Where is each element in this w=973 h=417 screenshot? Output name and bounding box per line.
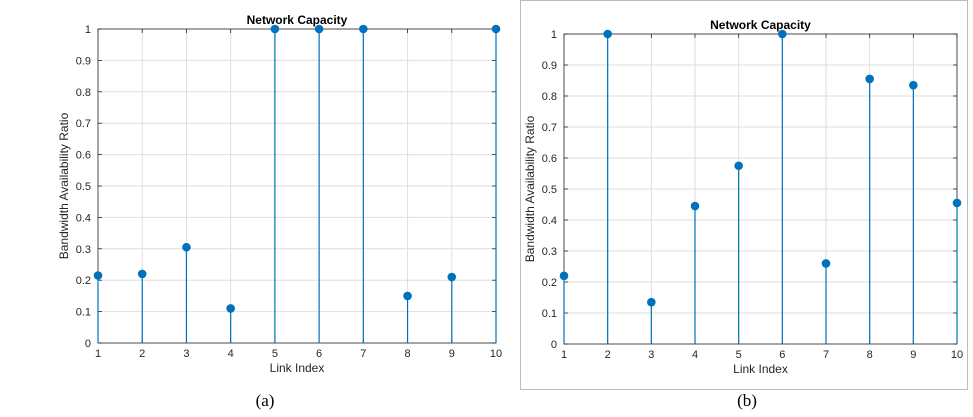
y-tick-label: 0.1 xyxy=(76,307,91,319)
caption-b: (b) xyxy=(737,391,757,410)
stem-marker xyxy=(865,74,874,84)
y-tick-label: 0.6 xyxy=(542,153,557,165)
y-tick-label: 1 xyxy=(551,29,557,41)
stem-marker xyxy=(403,291,412,301)
y-axis-label: Bandwidth Availability Ratio xyxy=(57,112,71,259)
x-tick-label: 4 xyxy=(692,349,698,361)
stem-marker xyxy=(137,269,147,279)
x-tick-label: 2 xyxy=(139,348,145,360)
x-tick-label: 6 xyxy=(779,349,785,361)
stem-marker xyxy=(491,24,501,34)
y-tick-label: 0.7 xyxy=(76,118,91,130)
x-tick-label: 4 xyxy=(228,348,234,360)
y-tick-label: 0.3 xyxy=(542,246,557,258)
y-tick-label: 0.4 xyxy=(542,215,557,227)
y-tick-label: 0 xyxy=(85,338,91,350)
chart-title: Network Capacity xyxy=(247,13,348,27)
y-tick-label: 0.6 xyxy=(76,150,91,162)
x-tick-label: 3 xyxy=(183,348,189,360)
chart-panel-b: 1 2 3 4 5 6 7 8 9 10 0 0.1 0.2 0.3 0.4 0.5 0.6 0.7 0.8 0.9 1… xyxy=(520,0,968,390)
x-tick-label: 10 xyxy=(490,348,502,360)
chart-title: Network Capacity xyxy=(710,18,811,32)
stem-chart-a: 1 2 3 4 5 6 7 8 9 10 0 0.1 0.2 0.3 0.4 0.5 0.6 0.7 0.8 0.9 1… xyxy=(57,13,502,375)
caption-a: (a) xyxy=(255,391,275,410)
x-tick-label: 1 xyxy=(561,349,567,361)
stem-chart-b: 1 2 3 4 5 6 7 8 9 10 0 0.1 0.2 0.3 0.4 0.5 0.6 0.7 0.8 0.9 1… xyxy=(523,18,963,376)
x-tick-label: 9 xyxy=(910,349,916,361)
stem-marker xyxy=(559,271,569,281)
y-tick-label: 0.9 xyxy=(542,60,557,72)
x-axis-label: Link Index xyxy=(733,362,788,376)
y-tick-label: 0.4 xyxy=(76,212,91,224)
stem-marker xyxy=(909,80,918,90)
stem-marker xyxy=(93,271,103,280)
stem-marker xyxy=(952,198,962,208)
x-tick-label: 5 xyxy=(272,348,278,360)
x-tick-label: 10 xyxy=(951,349,963,361)
y-tick-label: 0.3 xyxy=(76,244,91,256)
y-tick-label: 0.8 xyxy=(76,87,91,99)
x-tick-label: 6 xyxy=(316,348,322,360)
stem-marker xyxy=(690,201,700,211)
y-axis-label: Bandwidth Availability Ratio xyxy=(523,115,537,262)
x-tick-label: 9 xyxy=(449,348,455,360)
y-tick-label: 0.9 xyxy=(76,55,91,67)
stem-marker xyxy=(778,29,787,39)
stem-marker xyxy=(647,297,656,307)
stem-marker xyxy=(359,24,368,34)
stem-marker xyxy=(734,161,743,171)
stem-marker xyxy=(270,24,280,34)
y-tick-label: 0.7 xyxy=(542,122,557,134)
y-tick-label: 0.2 xyxy=(76,275,91,287)
y-tick-label: 0 xyxy=(551,339,557,351)
stem-marker xyxy=(314,24,324,34)
x-tick-label: 5 xyxy=(736,349,742,361)
stem-marker xyxy=(447,272,457,282)
stem-marker xyxy=(603,29,612,39)
x-tick-label: 1 xyxy=(95,348,101,360)
x-tick-label: 8 xyxy=(404,348,410,360)
x-tick-label: 8 xyxy=(867,349,873,361)
y-tick-label: 0.2 xyxy=(542,277,557,289)
y-tick-label: 0.1 xyxy=(542,308,557,320)
chart-panel-a: 1 2 3 4 5 6 7 8 9 10 0 0.1 0.2 0.3 0.4 0.5 0.6 0.7 0.8 0.9 1… xyxy=(55,0,502,390)
y-tick-label: 1 xyxy=(85,24,91,36)
stem-marker xyxy=(182,242,191,252)
stem-marker xyxy=(226,304,235,313)
y-tick-label: 0.5 xyxy=(76,181,91,193)
y-tick-label: 0.8 xyxy=(542,91,557,103)
stem-marker xyxy=(821,259,831,268)
x-tick-label: 3 xyxy=(648,349,654,361)
x-axis-label: Link Index xyxy=(270,361,325,375)
x-tick-label: 7 xyxy=(823,349,829,361)
x-tick-label: 7 xyxy=(360,348,366,360)
y-tick-label: 0.5 xyxy=(542,184,557,196)
x-tick-label: 2 xyxy=(605,349,611,361)
